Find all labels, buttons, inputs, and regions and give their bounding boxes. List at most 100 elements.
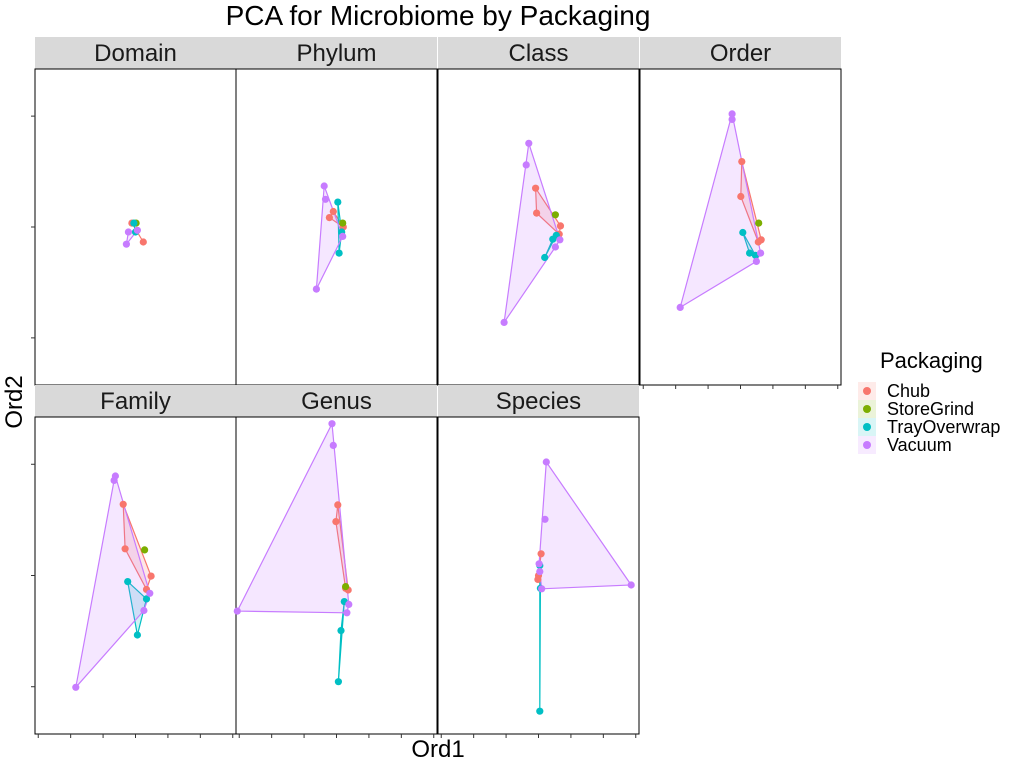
point-trayoverwrap [142,595,151,603]
point-trayoverwrap [746,249,754,257]
facet-strip-label: Order [710,40,771,67]
facet-strip-label: Family [100,388,171,415]
legend-key-point [863,441,871,449]
point-storegrind [551,211,560,219]
facet-species: Species [437,385,640,738]
legend-key-point [863,405,871,413]
chart-title: PCA for Microbiome by Packaging [226,0,651,31]
point-vacuum [542,458,550,466]
point-chub [121,545,129,553]
legend-label: StoreGrind [887,399,974,419]
facet-strip [438,37,639,69]
hull-trayoverwrap [126,579,148,636]
facet-strip [236,37,437,69]
facet-strip [640,37,841,69]
point-chub [329,207,337,216]
facet-strip-label: Species [496,388,581,415]
point-vacuum [124,228,132,236]
point-vacuum [522,161,530,169]
point-vacuum [728,110,736,118]
legend-item-vacuum: Vacuum [858,435,952,455]
point-vacuum [538,585,546,593]
point-vacuum [339,232,347,240]
facet-strip [35,385,236,417]
point-trayoverwrap [335,249,343,257]
point-chub [147,572,155,580]
point-vacuum [551,243,560,251]
point-vacuum [233,607,241,615]
point-vacuum [525,139,533,147]
point-vacuum [676,303,684,311]
facet-strip-label: Genus [301,388,372,415]
point-vacuum [627,581,635,589]
point-chub [533,209,541,217]
facet-panels: Domain Phylum Class Order Family Genus Species [31,37,842,738]
x-axis-title: Ord1 [411,736,464,763]
point-vacuum [541,515,549,523]
facet-family: Family [31,385,237,738]
point-chub [737,192,745,201]
point-chub [534,575,542,584]
legend-key-point [863,387,871,395]
legend-label: TrayOverwrap [887,417,1000,437]
point-chub [532,184,540,192]
point-vacuum [556,236,564,244]
point-vacuum [728,115,736,123]
hull-vacuum [74,473,151,690]
legend-label: Chub [887,381,930,401]
facet-phylum: Phylum [235,37,438,386]
point-vacuum [500,318,508,326]
point-vacuum [757,249,765,257]
point-chub [325,214,333,222]
point-trayoverwrap [334,198,342,206]
point-chub [738,158,746,166]
legend-label: Vacuum [887,435,952,455]
point-chub [537,550,545,558]
facet-strip-label: Class [508,40,568,67]
point-vacuum [752,257,761,265]
point-chub [556,222,565,230]
point-vacuum [72,683,80,691]
point-vacuum [110,476,118,484]
facet-strip [35,37,236,69]
point-vacuum [535,560,543,568]
y-axis-title: Ord2 [1,375,28,428]
point-trayoverwrap [337,627,345,635]
legend-title: Packaging [880,348,983,373]
point-vacuum [321,195,330,203]
point-storegrind [342,583,350,591]
point-vacuum [345,600,353,609]
point-vacuum [140,606,148,615]
point-chub [119,500,127,508]
point-vacuum [536,568,544,576]
facet-strip-label: Domain [94,40,177,67]
point-vacuum [146,589,154,597]
legend-key-point [863,423,871,431]
legend-item-chub: Chub [858,381,930,401]
facet-strip-label: Phylum [296,40,376,67]
point-vacuum [312,285,320,293]
point-trayoverwrap [124,578,132,586]
point-trayoverwrap [130,219,138,227]
facet-panel [639,68,842,386]
facet-strip [236,385,437,417]
legend: Packaging ChubStoreGrindTrayOverwrapVacu… [858,348,1000,455]
facet-panel [235,68,438,386]
point-chub [757,236,765,244]
point-vacuum [343,609,351,617]
facet-order: Order [639,37,842,389]
point-trayoverwrap [739,228,747,237]
hull-trayoverwrap [337,601,345,682]
point-chub [139,238,147,246]
point-chub [334,501,342,509]
point-trayoverwrap [133,631,141,639]
facet-panel [34,416,237,735]
legend-item-trayoverwrap: TrayOverwrap [858,417,1000,437]
point-trayoverwrap [541,253,549,262]
legend-item-storegrind: StoreGrind [858,399,974,419]
point-vacuum [133,226,141,234]
facet-domain: Domain [31,37,237,386]
point-storegrind [755,219,763,227]
point-vacuum [329,441,337,449]
